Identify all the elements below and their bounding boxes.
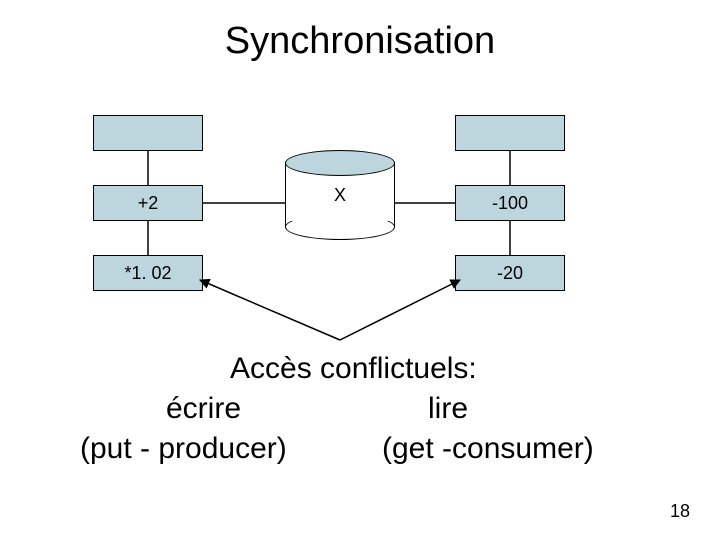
text-line-3b: (get -consumer) (382, 432, 594, 466)
box-right-bot: -20 (455, 255, 565, 291)
text-line-1: Accès conflictuels: (230, 352, 477, 386)
slide-title: Synchronisation (0, 20, 720, 63)
cylinder: X (285, 150, 395, 240)
box-left-top (93, 115, 203, 151)
box-label: -100 (492, 193, 528, 214)
cylinder-label: X (285, 185, 395, 206)
box-left-mid: +2 (93, 185, 203, 221)
text-line-2a: écrire (166, 392, 241, 426)
box-left-bot: *1. 02 (93, 255, 203, 291)
box-right-top (455, 115, 565, 151)
page-number: 18 (670, 501, 690, 522)
box-label: +2 (138, 193, 159, 214)
text-line-3a: (put - producer) (80, 432, 287, 466)
box-right-mid: -100 (455, 185, 565, 221)
box-label: -20 (497, 263, 523, 284)
text-line-2b: lire (428, 392, 468, 426)
box-label: *1. 02 (124, 263, 171, 284)
